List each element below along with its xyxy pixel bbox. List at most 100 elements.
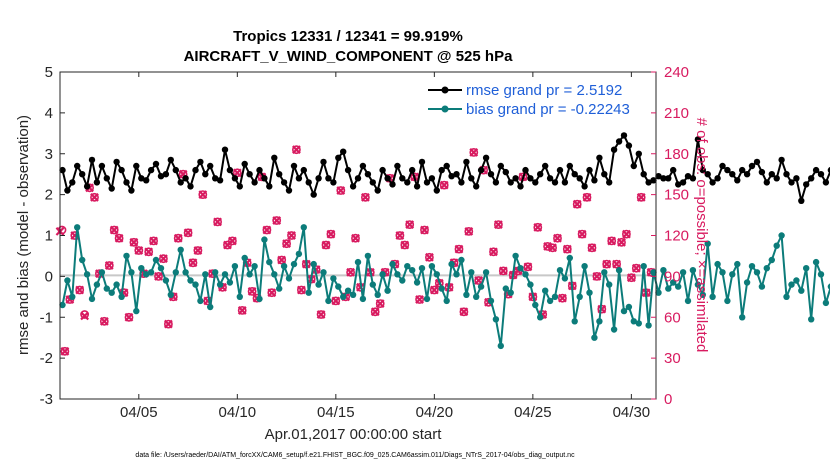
possible-obs-marker [587, 243, 597, 253]
rmse-point [389, 181, 396, 188]
bias-point [551, 293, 559, 300]
bias-point [561, 275, 569, 282]
rmse-point [413, 183, 421, 190]
bias-point [64, 277, 71, 284]
rmse-point [320, 158, 327, 166]
bias-point [438, 285, 445, 292]
bias-point [423, 295, 431, 303]
rmse-point [748, 162, 756, 170]
possible-obs-marker [592, 271, 602, 281]
possible-obs-marker [277, 255, 287, 265]
rmse-point [290, 162, 298, 170]
rmse-point [251, 179, 258, 186]
rmse-point [147, 166, 155, 174]
rmse-point [729, 171, 736, 178]
rmse-point [822, 179, 830, 186]
rmse-point [143, 177, 150, 184]
legend-rmse-label: rmse grand pr = 2.5192 [466, 82, 622, 99]
bias-point [556, 267, 564, 274]
bias-point [266, 258, 273, 266]
rmse-point [827, 167, 830, 174]
rmse-point [364, 171, 372, 178]
rmse-point [162, 171, 170, 178]
possible-obs-marker [163, 319, 173, 329]
possible-obs-marker [370, 307, 380, 317]
bias-point [808, 316, 815, 323]
y-right-tick-label: 30 [664, 350, 681, 367]
rmse-point [566, 162, 573, 170]
rmse-point [527, 175, 534, 182]
rmse-point [212, 175, 219, 182]
rmse-point [384, 175, 391, 182]
bias-point [522, 271, 529, 278]
chart-title: Tropics 12331 / 12341 = 99.919% [233, 28, 463, 45]
possible-obs-marker [577, 229, 587, 239]
bias-point [699, 291, 706, 298]
rmse-point [418, 158, 426, 166]
rmse-point [340, 148, 347, 155]
possible-obs-marker [454, 244, 464, 254]
y-right-tick-label: 240 [664, 64, 689, 81]
rmse-point [561, 179, 569, 186]
bias-point [428, 263, 436, 270]
bias-point [93, 281, 101, 288]
rmse-point [724, 166, 731, 174]
y-tick-label: -3 [40, 391, 53, 408]
rmse-point [630, 162, 637, 170]
rmse-point [606, 179, 613, 186]
bias-point [69, 293, 76, 300]
bias-point [379, 271, 386, 278]
bias-point [798, 287, 805, 294]
possible-obs-marker [498, 266, 508, 276]
possible-obs-marker [400, 240, 410, 250]
rmse-point [103, 175, 111, 182]
possible-obs-marker [617, 237, 626, 247]
possible-obs-marker [321, 240, 331, 250]
rmse-point [330, 179, 337, 186]
rmse-point [551, 179, 559, 186]
possible-obs-marker [631, 263, 641, 273]
bias-point [241, 254, 248, 262]
bias-point [778, 232, 785, 239]
rmse-point [216, 177, 224, 184]
rmse-point [645, 179, 652, 186]
rmse-point [246, 171, 253, 178]
bias-point [458, 256, 465, 264]
bias-point [83, 271, 91, 278]
bias-point [542, 287, 549, 294]
left-y-axis: -3 -2 -1 0 1 2 3 4 5 [40, 64, 65, 408]
possible-obs-marker [459, 307, 469, 317]
bias-point [581, 263, 588, 270]
bias-point [409, 267, 416, 274]
rmse-point [492, 179, 500, 186]
bias-point [236, 293, 243, 300]
rmse-point [369, 179, 376, 186]
bias-series [59, 224, 830, 350]
rmse-point [256, 166, 263, 174]
rmse-point [571, 171, 578, 178]
bias-point [369, 281, 376, 288]
possible-obs-marker [149, 236, 158, 246]
possible-obs-marker [198, 190, 208, 199]
rmse-point [650, 177, 657, 184]
bias-point [216, 281, 224, 288]
rmse-point [758, 168, 766, 176]
possible-obs-marker [272, 216, 282, 225]
rmse-point [236, 183, 243, 190]
bias-point [571, 318, 578, 325]
x-tick-label: 04/25 [514, 404, 552, 421]
bias-point [143, 271, 150, 278]
rmse-point [689, 175, 697, 182]
rmse-point [793, 175, 800, 182]
bias-point [330, 275, 337, 282]
possible-obs-marker [109, 225, 119, 235]
rmse-point [261, 175, 268, 182]
chart-subtitle: AIRCRAFT_V_WIND_COMPONENT @ 525 hPa [184, 48, 514, 65]
possible-obs-marker [57, 225, 67, 235]
rmse-point [512, 175, 519, 182]
rmse-point [310, 191, 317, 198]
possible-obs-marker [607, 236, 617, 246]
bias-point [280, 263, 288, 270]
data-file-footer: data file: /Users/raeder/DAI/ATM_forcXX/… [135, 452, 575, 459]
bias-point [271, 271, 278, 278]
